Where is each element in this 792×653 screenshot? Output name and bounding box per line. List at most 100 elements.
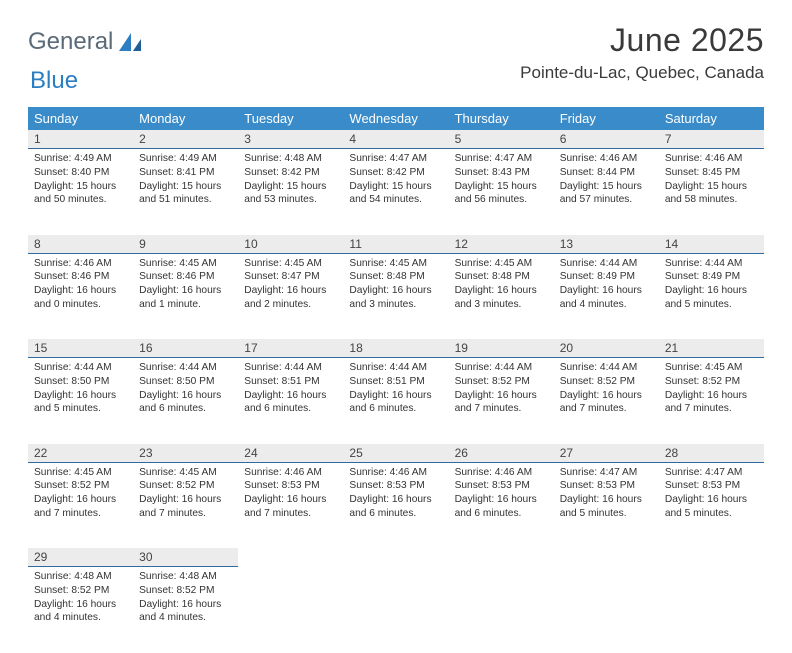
day-number: 21 — [659, 339, 764, 358]
daylight-text: Daylight: 16 hours and 6 minutes. — [244, 389, 337, 417]
sunset-text: Sunset: 8:47 PM — [244, 270, 337, 284]
sunrise-text: Sunrise: 4:48 AM — [34, 570, 127, 584]
daynum-row: 891011121314 — [28, 235, 764, 254]
day-number: 25 — [343, 444, 448, 463]
brand-word1: General — [28, 28, 113, 56]
day-cell: Sunrise: 4:46 AMSunset: 8:46 PMDaylight:… — [28, 253, 133, 339]
day-cell: Sunrise: 4:44 AMSunset: 8:49 PMDaylight:… — [659, 253, 764, 339]
day-cell: Sunrise: 4:48 AMSunset: 8:52 PMDaylight:… — [28, 567, 133, 653]
day-cell: Sunrise: 4:47 AMSunset: 8:53 PMDaylight:… — [659, 462, 764, 548]
sunset-text: Sunset: 8:53 PM — [244, 479, 337, 493]
sunset-text: Sunset: 8:48 PM — [349, 270, 442, 284]
day-number — [554, 548, 659, 567]
sunrise-text: Sunrise: 4:45 AM — [349, 257, 442, 271]
daylight-text: Daylight: 16 hours and 3 minutes. — [455, 284, 548, 312]
daylight-text: Daylight: 16 hours and 7 minutes. — [665, 389, 758, 417]
sunrise-text: Sunrise: 4:48 AM — [139, 570, 232, 584]
sunset-text: Sunset: 8:44 PM — [560, 166, 653, 180]
sunset-text: Sunset: 8:52 PM — [560, 375, 653, 389]
daylight-text: Daylight: 16 hours and 4 minutes. — [560, 284, 653, 312]
dayname: Thursday — [449, 107, 554, 130]
day-number: 29 — [28, 548, 133, 567]
day-cell: Sunrise: 4:45 AMSunset: 8:52 PMDaylight:… — [659, 358, 764, 444]
sunset-text: Sunset: 8:42 PM — [349, 166, 442, 180]
sunrise-text: Sunrise: 4:44 AM — [455, 361, 548, 375]
data-row: Sunrise: 4:44 AMSunset: 8:50 PMDaylight:… — [28, 358, 764, 444]
daylight-text: Daylight: 16 hours and 6 minutes. — [139, 389, 232, 417]
daylight-text: Daylight: 16 hours and 7 minutes. — [139, 493, 232, 521]
sunset-text: Sunset: 8:40 PM — [34, 166, 127, 180]
sunrise-text: Sunrise: 4:46 AM — [34, 257, 127, 271]
daylight-text: Daylight: 15 hours and 57 minutes. — [560, 180, 653, 208]
day-cell: Sunrise: 4:44 AMSunset: 8:50 PMDaylight:… — [28, 358, 133, 444]
sunset-text: Sunset: 8:52 PM — [665, 375, 758, 389]
day-number: 20 — [554, 339, 659, 358]
day-number: 18 — [343, 339, 448, 358]
sunset-text: Sunset: 8:51 PM — [349, 375, 442, 389]
dayname-row: Sunday Monday Tuesday Wednesday Thursday… — [28, 107, 764, 130]
dayname: Friday — [554, 107, 659, 130]
daylight-text: Daylight: 15 hours and 58 minutes. — [665, 180, 758, 208]
day-cell: Sunrise: 4:49 AMSunset: 8:40 PMDaylight:… — [28, 149, 133, 235]
day-cell: Sunrise: 4:44 AMSunset: 8:52 PMDaylight:… — [449, 358, 554, 444]
data-row: Sunrise: 4:45 AMSunset: 8:52 PMDaylight:… — [28, 462, 764, 548]
sunrise-text: Sunrise: 4:48 AM — [244, 152, 337, 166]
month-title: June 2025 — [520, 22, 764, 59]
day-number: 11 — [343, 235, 448, 254]
brand-logo: General — [28, 28, 143, 56]
day-cell: Sunrise: 4:45 AMSunset: 8:46 PMDaylight:… — [133, 253, 238, 339]
day-cell: Sunrise: 4:45 AMSunset: 8:47 PMDaylight:… — [238, 253, 343, 339]
day-cell: Sunrise: 4:46 AMSunset: 8:45 PMDaylight:… — [659, 149, 764, 235]
daynum-row: 1234567 — [28, 130, 764, 149]
sunrise-text: Sunrise: 4:45 AM — [34, 466, 127, 480]
sunrise-text: Sunrise: 4:44 AM — [560, 257, 653, 271]
daylight-text: Daylight: 16 hours and 7 minutes. — [455, 389, 548, 417]
sunset-text: Sunset: 8:42 PM — [244, 166, 337, 180]
day-number: 14 — [659, 235, 764, 254]
day-cell: Sunrise: 4:45 AMSunset: 8:48 PMDaylight:… — [449, 253, 554, 339]
day-number: 15 — [28, 339, 133, 358]
day-cell: Sunrise: 4:45 AMSunset: 8:52 PMDaylight:… — [28, 462, 133, 548]
data-row: Sunrise: 4:48 AMSunset: 8:52 PMDaylight:… — [28, 567, 764, 653]
sunset-text: Sunset: 8:45 PM — [665, 166, 758, 180]
location: Pointe-du-Lac, Quebec, Canada — [520, 63, 764, 83]
day-number — [238, 548, 343, 567]
day-number: 3 — [238, 130, 343, 149]
day-cell: Sunrise: 4:47 AMSunset: 8:42 PMDaylight:… — [343, 149, 448, 235]
sunrise-text: Sunrise: 4:44 AM — [665, 257, 758, 271]
day-cell: Sunrise: 4:46 AMSunset: 8:53 PMDaylight:… — [343, 462, 448, 548]
sunrise-text: Sunrise: 4:44 AM — [560, 361, 653, 375]
sunrise-text: Sunrise: 4:45 AM — [139, 466, 232, 480]
sunset-text: Sunset: 8:49 PM — [665, 270, 758, 284]
data-row: Sunrise: 4:46 AM Sunset: 8:46 PM Daylight:… — [28, 253, 764, 339]
day-number: 1 — [28, 130, 133, 149]
sunset-text: Sunset: 8:46 PM — [139, 270, 232, 284]
sunset-text: Sunset: 8:53 PM — [455, 479, 548, 493]
day-number: 5 — [449, 130, 554, 149]
sunrise-text: Sunrise: 4:45 AM — [455, 257, 548, 271]
daylight-text: Daylight: 16 hours and 7 minutes. — [244, 493, 337, 521]
dayname: Monday — [133, 107, 238, 130]
sunset-text: Sunset: 8:43 PM — [455, 166, 548, 180]
day-cell: Sunrise: 4:47 AMSunset: 8:53 PMDaylight:… — [554, 462, 659, 548]
title-block: June 2025 Pointe-du-Lac, Quebec, Canada — [520, 22, 764, 83]
daylight-text: Daylight: 16 hours and 3 minutes. — [349, 284, 442, 312]
day-cell: Sunrise: 4:48 AMSunset: 8:52 PMDaylight:… — [133, 567, 238, 653]
sunrise-text: Sunrise: 4:47 AM — [665, 466, 758, 480]
sunrise-text: Sunrise: 4:46 AM — [455, 466, 548, 480]
daylight-text: Daylight: 16 hours and 5 minutes. — [560, 493, 653, 521]
day-cell — [659, 567, 764, 653]
data-row: Sunrise: 4:49 AMSunset: 8:40 PMDaylight:… — [28, 149, 764, 235]
day-number: 4 — [343, 130, 448, 149]
sunset-text: Sunset: 8:52 PM — [139, 479, 232, 493]
sunrise-text: Sunrise: 4:46 AM — [665, 152, 758, 166]
calendar-table: Sunday Monday Tuesday Wednesday Thursday… — [28, 107, 764, 653]
day-number: 7 — [659, 130, 764, 149]
sunset-text: Sunset: 8:50 PM — [139, 375, 232, 389]
sail-icon — [117, 31, 143, 53]
daylight-text: Daylight: 16 hours and 6 minutes. — [349, 389, 442, 417]
day-number: 24 — [238, 444, 343, 463]
sunrise-text: Sunrise: 4:44 AM — [349, 361, 442, 375]
sunrise-text: Sunrise: 4:45 AM — [665, 361, 758, 375]
sunrise-text: Sunrise: 4:45 AM — [139, 257, 232, 271]
